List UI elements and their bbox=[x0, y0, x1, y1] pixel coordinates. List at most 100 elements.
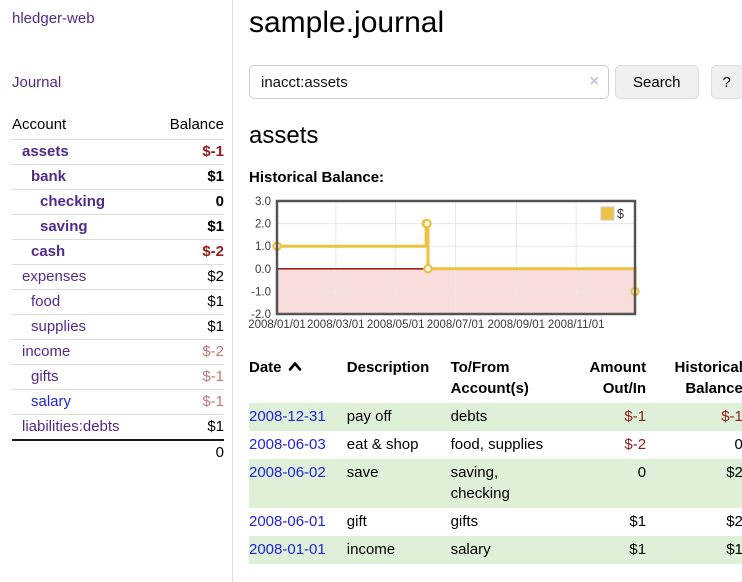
transaction-date-link[interactable]: 2008-06-02 bbox=[249, 464, 326, 481]
account-balance-assets: $-1 bbox=[152, 139, 224, 165]
svg-text:2008/01/01: 2008/01/01 bbox=[248, 319, 306, 331]
transaction-accounts: food, supplies bbox=[450, 436, 544, 453]
date-column-header[interactable]: Date bbox=[249, 355, 347, 403]
svg-text:2.0: 2.0 bbox=[255, 219, 271, 231]
account-row-checking: checking 0 bbox=[12, 189, 224, 215]
account-link-food[interactable]: food bbox=[31, 293, 61, 310]
account-row-cash: cash $-2 bbox=[12, 239, 224, 265]
transaction-amount: $-2 bbox=[624, 436, 647, 453]
transaction-accounts: debts bbox=[450, 408, 488, 425]
transaction-amount: $1 bbox=[629, 541, 647, 558]
account-balance-bank: $1 bbox=[152, 164, 224, 190]
account-link-assets[interactable]: assets bbox=[22, 143, 69, 160]
chart-title: Historical Balance: bbox=[249, 169, 385, 186]
account-balance-saving: $1 bbox=[152, 214, 224, 240]
account-heading: assets bbox=[249, 122, 319, 149]
account-row-bank: bank $1 bbox=[12, 164, 224, 190]
svg-text:2008/03/01: 2008/03/01 bbox=[307, 319, 365, 331]
transaction-date-link[interactable]: 2008-12-31 bbox=[249, 408, 326, 425]
account-column-header: Account bbox=[12, 116, 67, 133]
transaction-date-link[interactable]: 2008-06-01 bbox=[249, 513, 326, 530]
svg-text:0.0: 0.0 bbox=[255, 264, 271, 276]
account-link-checking[interactable]: checking bbox=[40, 193, 106, 210]
search-form: × Search ? bbox=[249, 65, 742, 99]
transaction-date-link[interactable]: 2008-06-03 bbox=[249, 436, 326, 453]
account-balance-expenses: $2 bbox=[152, 264, 224, 290]
account-link-salary[interactable]: salary bbox=[31, 393, 72, 410]
amount-column-header: Amount Out/In bbox=[589, 359, 647, 397]
account-row-income: income $-2 bbox=[12, 339, 224, 365]
account-link-gifts[interactable]: gifts bbox=[31, 368, 59, 385]
account-balance-income: $-2 bbox=[152, 339, 224, 365]
register-header-row: Date Description To/From Account(s) Amou… bbox=[249, 355, 742, 403]
transaction-description: save bbox=[346, 464, 379, 481]
help-button[interactable]: ? bbox=[710, 65, 742, 99]
account-link-bank[interactable]: bank bbox=[31, 168, 67, 185]
account-balance-gifts: $-1 bbox=[152, 364, 224, 390]
search-input[interactable] bbox=[249, 65, 609, 99]
historical-balance-column-header: Historical Balance bbox=[674, 359, 742, 397]
account-link-income[interactable]: income bbox=[22, 343, 71, 360]
clear-search-icon[interactable]: × bbox=[589, 73, 599, 90]
transaction-balance: 0 bbox=[734, 436, 742, 453]
transaction-balance: $2 bbox=[726, 464, 742, 481]
transaction-amount: $1 bbox=[629, 513, 647, 530]
svg-text:2008/05/01: 2008/05/01 bbox=[367, 319, 425, 331]
page-title: sample.journal bbox=[249, 6, 445, 39]
register-table: Date Description To/From Account(s) Amou… bbox=[249, 355, 742, 564]
account-balance-cash: $-2 bbox=[152, 239, 224, 265]
total-balance: 0 bbox=[152, 439, 224, 465]
transaction-balance: $2 bbox=[726, 513, 742, 530]
svg-text:-2.0: -2.0 bbox=[251, 309, 271, 321]
total-row-spacer bbox=[12, 439, 153, 465]
account-row-gifts: gifts $-1 bbox=[12, 364, 224, 390]
transaction-accounts: gifts bbox=[450, 513, 479, 530]
total-row: 0 bbox=[12, 439, 224, 465]
transaction-balance: $1 bbox=[726, 541, 742, 558]
svg-text:3.0: 3.0 bbox=[255, 196, 271, 208]
transaction-date-link[interactable]: 2008-01-01 bbox=[249, 541, 326, 558]
main-content: sample.journal × Search ? assets Histori… bbox=[233, 0, 742, 582]
transaction-balance: $-1 bbox=[721, 408, 742, 425]
search-box: × bbox=[249, 65, 609, 99]
transaction-amount: 0 bbox=[637, 464, 647, 481]
sidebar: hledger-web Journal Account Balance asse… bbox=[0, 0, 233, 582]
transaction-description: income bbox=[346, 541, 396, 558]
transaction-accounts: salary bbox=[450, 541, 491, 558]
account-balance-salary: $-1 bbox=[152, 389, 224, 415]
account-row-supplies: supplies $1 bbox=[12, 314, 224, 340]
svg-text:-1.0: -1.0 bbox=[251, 286, 271, 298]
sort-ascending-icon bbox=[288, 362, 301, 371]
account-row-assets: assets $-1 bbox=[12, 139, 224, 165]
account-balance-food: $1 bbox=[152, 289, 224, 315]
account-link-cash[interactable]: cash bbox=[31, 243, 66, 260]
balance-column-header: Balance bbox=[169, 116, 224, 133]
svg-text:1.0: 1.0 bbox=[255, 241, 271, 253]
sidebar-item-journal[interactable]: Journal bbox=[12, 74, 62, 91]
account-link-supplies[interactable]: supplies bbox=[31, 318, 87, 335]
app-title-link[interactable]: hledger-web bbox=[12, 10, 95, 27]
transaction-description: pay off bbox=[346, 408, 392, 425]
search-button[interactable]: Search bbox=[615, 65, 699, 99]
account-link-saving[interactable]: saving bbox=[40, 218, 88, 235]
transaction-accounts: saving, checking bbox=[450, 464, 510, 502]
svg-text:2008/11/01: 2008/11/01 bbox=[548, 319, 605, 331]
account-row-food: food $1 bbox=[12, 289, 224, 315]
svg-text:2008/09/01: 2008/09/01 bbox=[488, 319, 546, 331]
account-row-salary: salary $-1 bbox=[12, 389, 224, 415]
register-row: 2008-01-01 income salary $1 $1 bbox=[249, 536, 742, 564]
account-row-liabilities-debts: liabilities:debts $1 bbox=[12, 414, 224, 440]
accounts-column-header: To/From Account(s) bbox=[450, 359, 529, 397]
account-balance-checking: 0 bbox=[152, 189, 224, 215]
register-row: 2008-06-01 gift gifts $1 $2 bbox=[249, 508, 742, 536]
account-link-liabilities-debts[interactable]: liabilities:debts bbox=[22, 418, 120, 435]
balances-header-row: Account Balance bbox=[12, 112, 224, 140]
description-column-header: Description bbox=[346, 359, 430, 376]
account-row-expenses: expenses $2 bbox=[12, 264, 224, 290]
account-link-expenses[interactable]: expenses bbox=[22, 268, 87, 285]
transaction-description: gift bbox=[346, 513, 367, 530]
account-row-saving: saving $1 bbox=[12, 214, 224, 240]
svg-text:2008/07/01: 2008/07/01 bbox=[427, 319, 485, 331]
date-column-label: Date bbox=[249, 359, 282, 376]
